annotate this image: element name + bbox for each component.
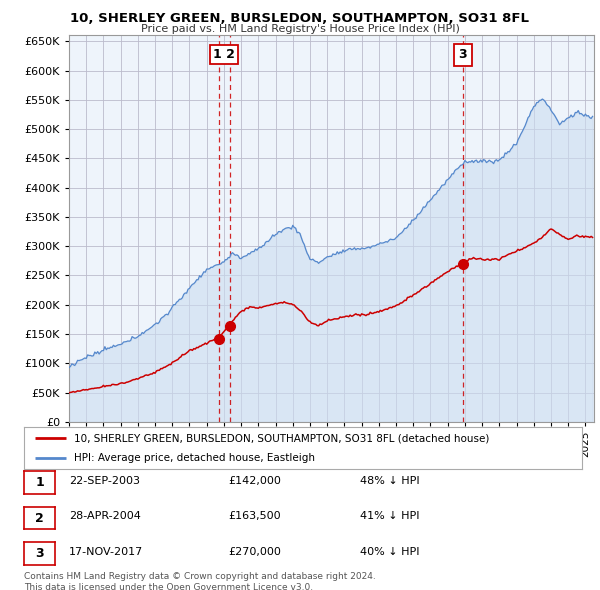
Text: Contains HM Land Registry data © Crown copyright and database right 2024.
This d: Contains HM Land Registry data © Crown c…: [24, 572, 376, 590]
Text: 22-SEP-2003: 22-SEP-2003: [69, 476, 140, 486]
Text: 28-APR-2004: 28-APR-2004: [69, 512, 141, 521]
Text: 41% ↓ HPI: 41% ↓ HPI: [360, 512, 419, 521]
Text: 40% ↓ HPI: 40% ↓ HPI: [360, 547, 419, 556]
Text: 48% ↓ HPI: 48% ↓ HPI: [360, 476, 419, 486]
Text: HPI: Average price, detached house, Eastleigh: HPI: Average price, detached house, East…: [74, 453, 315, 463]
Text: 10, SHERLEY GREEN, BURSLEDON, SOUTHAMPTON, SO31 8FL: 10, SHERLEY GREEN, BURSLEDON, SOUTHAMPTO…: [71, 12, 530, 25]
Text: 2: 2: [35, 512, 44, 525]
Text: 3: 3: [35, 547, 44, 560]
Text: 3: 3: [458, 48, 467, 61]
Text: 1: 1: [35, 476, 44, 489]
Text: Price paid vs. HM Land Registry's House Price Index (HPI): Price paid vs. HM Land Registry's House …: [140, 24, 460, 34]
Text: £270,000: £270,000: [228, 547, 281, 556]
Text: £142,000: £142,000: [228, 476, 281, 486]
Text: 17-NOV-2017: 17-NOV-2017: [69, 547, 143, 556]
Text: £163,500: £163,500: [228, 512, 281, 521]
Text: 1 2: 1 2: [213, 48, 235, 61]
Text: 10, SHERLEY GREEN, BURSLEDON, SOUTHAMPTON, SO31 8FL (detached house): 10, SHERLEY GREEN, BURSLEDON, SOUTHAMPTO…: [74, 433, 490, 443]
